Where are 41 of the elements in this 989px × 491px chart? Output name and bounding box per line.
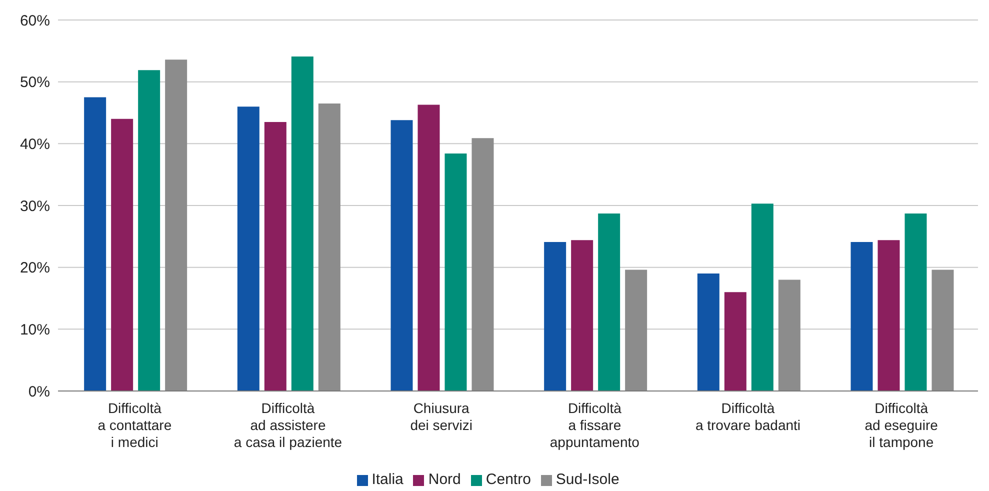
legend-label: Nord xyxy=(428,471,461,488)
bar xyxy=(84,97,106,391)
y-tick-label: 20% xyxy=(20,260,50,277)
bar xyxy=(418,104,440,391)
y-tick-label: 30% xyxy=(20,198,50,215)
bar xyxy=(878,240,900,391)
bar xyxy=(237,106,260,391)
y-tick-label: 60% xyxy=(20,12,50,30)
bar xyxy=(390,120,413,391)
bar xyxy=(138,70,160,391)
y-tick-label: 10% xyxy=(20,321,50,338)
bar xyxy=(904,214,927,391)
bar xyxy=(444,154,467,391)
x-tick-label: Difficoltà a trovare badanti xyxy=(695,400,801,433)
bar xyxy=(264,122,286,391)
y-tick-label: 40% xyxy=(20,136,50,153)
bar xyxy=(291,56,314,391)
bar xyxy=(625,270,648,391)
bar xyxy=(111,118,134,391)
x-tick-label: Difficoltà ad assistere a casa il paziente xyxy=(234,400,342,450)
bar xyxy=(697,274,720,391)
bar xyxy=(598,214,620,391)
legend-label: Centro xyxy=(486,471,531,488)
legend-label: Italia xyxy=(372,471,404,488)
bar xyxy=(751,204,774,391)
bar xyxy=(778,280,800,391)
bar xyxy=(165,60,188,391)
bar xyxy=(571,240,594,391)
x-tick-label: Difficoltà a fissare appuntamento xyxy=(550,400,640,450)
y-tick-label: 0% xyxy=(28,383,50,400)
legend-label: Sud-Isole xyxy=(556,471,620,488)
bar xyxy=(932,270,954,391)
x-tick-label: Chiusura dei servizi xyxy=(410,400,472,433)
x-tick-label: Difficoltà ad eseguire il tampone xyxy=(864,400,938,450)
bar xyxy=(544,242,566,391)
y-tick-label: 50% xyxy=(20,74,50,92)
x-tick-label: Difficoltà a contattare i medici xyxy=(98,400,172,450)
bar xyxy=(318,103,340,391)
bar xyxy=(850,242,873,391)
bar xyxy=(724,292,746,391)
bar xyxy=(472,138,494,391)
